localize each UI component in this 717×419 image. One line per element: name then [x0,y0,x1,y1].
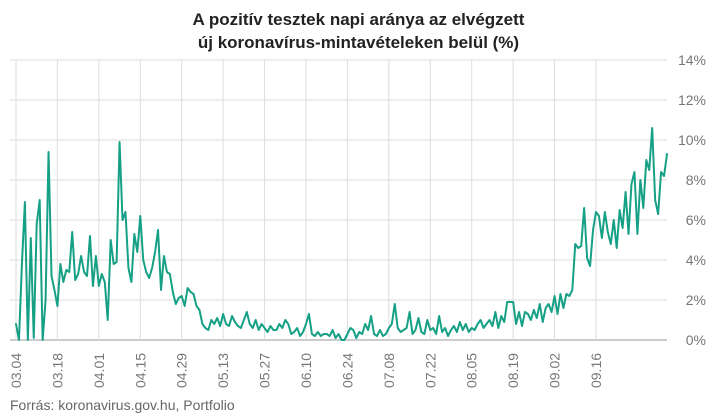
y-tick-label: 4% [686,252,706,268]
x-tick-label: 04.01 [91,353,107,388]
chart-title: A pozitív tesztek napi aránya az elvégze… [0,8,717,54]
x-tick-label: 05.27 [257,353,273,388]
x-tick-label: 06.10 [298,353,314,388]
series-line [15,127,668,341]
source-note: Forrás: koronavirus.gov.hu, Portfolio [10,397,235,413]
x-tick-label: 05.13 [215,353,231,388]
x-tick-label: 03.04 [8,353,24,388]
y-tick-label: 2% [686,292,706,308]
x-tick-label: 04.29 [174,353,190,388]
y-tick-label: 8% [686,172,706,188]
x-tick-label: 09.02 [547,353,563,388]
x-tick-label: 09.16 [588,353,604,388]
x-tick-label: 08.19 [505,353,521,388]
y-tick-label: 14% [678,52,706,68]
x-tick-label: 04.15 [132,353,148,388]
y-tick-label: 10% [678,132,706,148]
y-tick-label: 0% [686,332,706,348]
x-tick-label: 03.18 [49,353,65,388]
chart-title-line-1: A pozitív tesztek napi aránya az elvégze… [192,10,525,29]
y-tick-label: 6% [686,212,706,228]
y-tick-label: 12% [678,92,706,108]
chart-title-line-2: új koronavírus-mintavételeken belül (%) [197,33,520,52]
x-tick-label: 07.22 [422,353,438,388]
x-tick-label: 07.08 [381,353,397,388]
x-tick-label: 06.24 [339,353,355,388]
x-tick-label: 08.05 [464,353,480,388]
